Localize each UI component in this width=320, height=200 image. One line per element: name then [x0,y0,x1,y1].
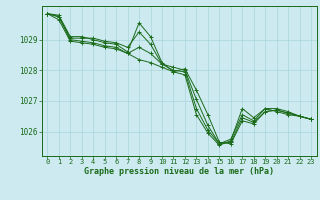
X-axis label: Graphe pression niveau de la mer (hPa): Graphe pression niveau de la mer (hPa) [84,167,274,176]
